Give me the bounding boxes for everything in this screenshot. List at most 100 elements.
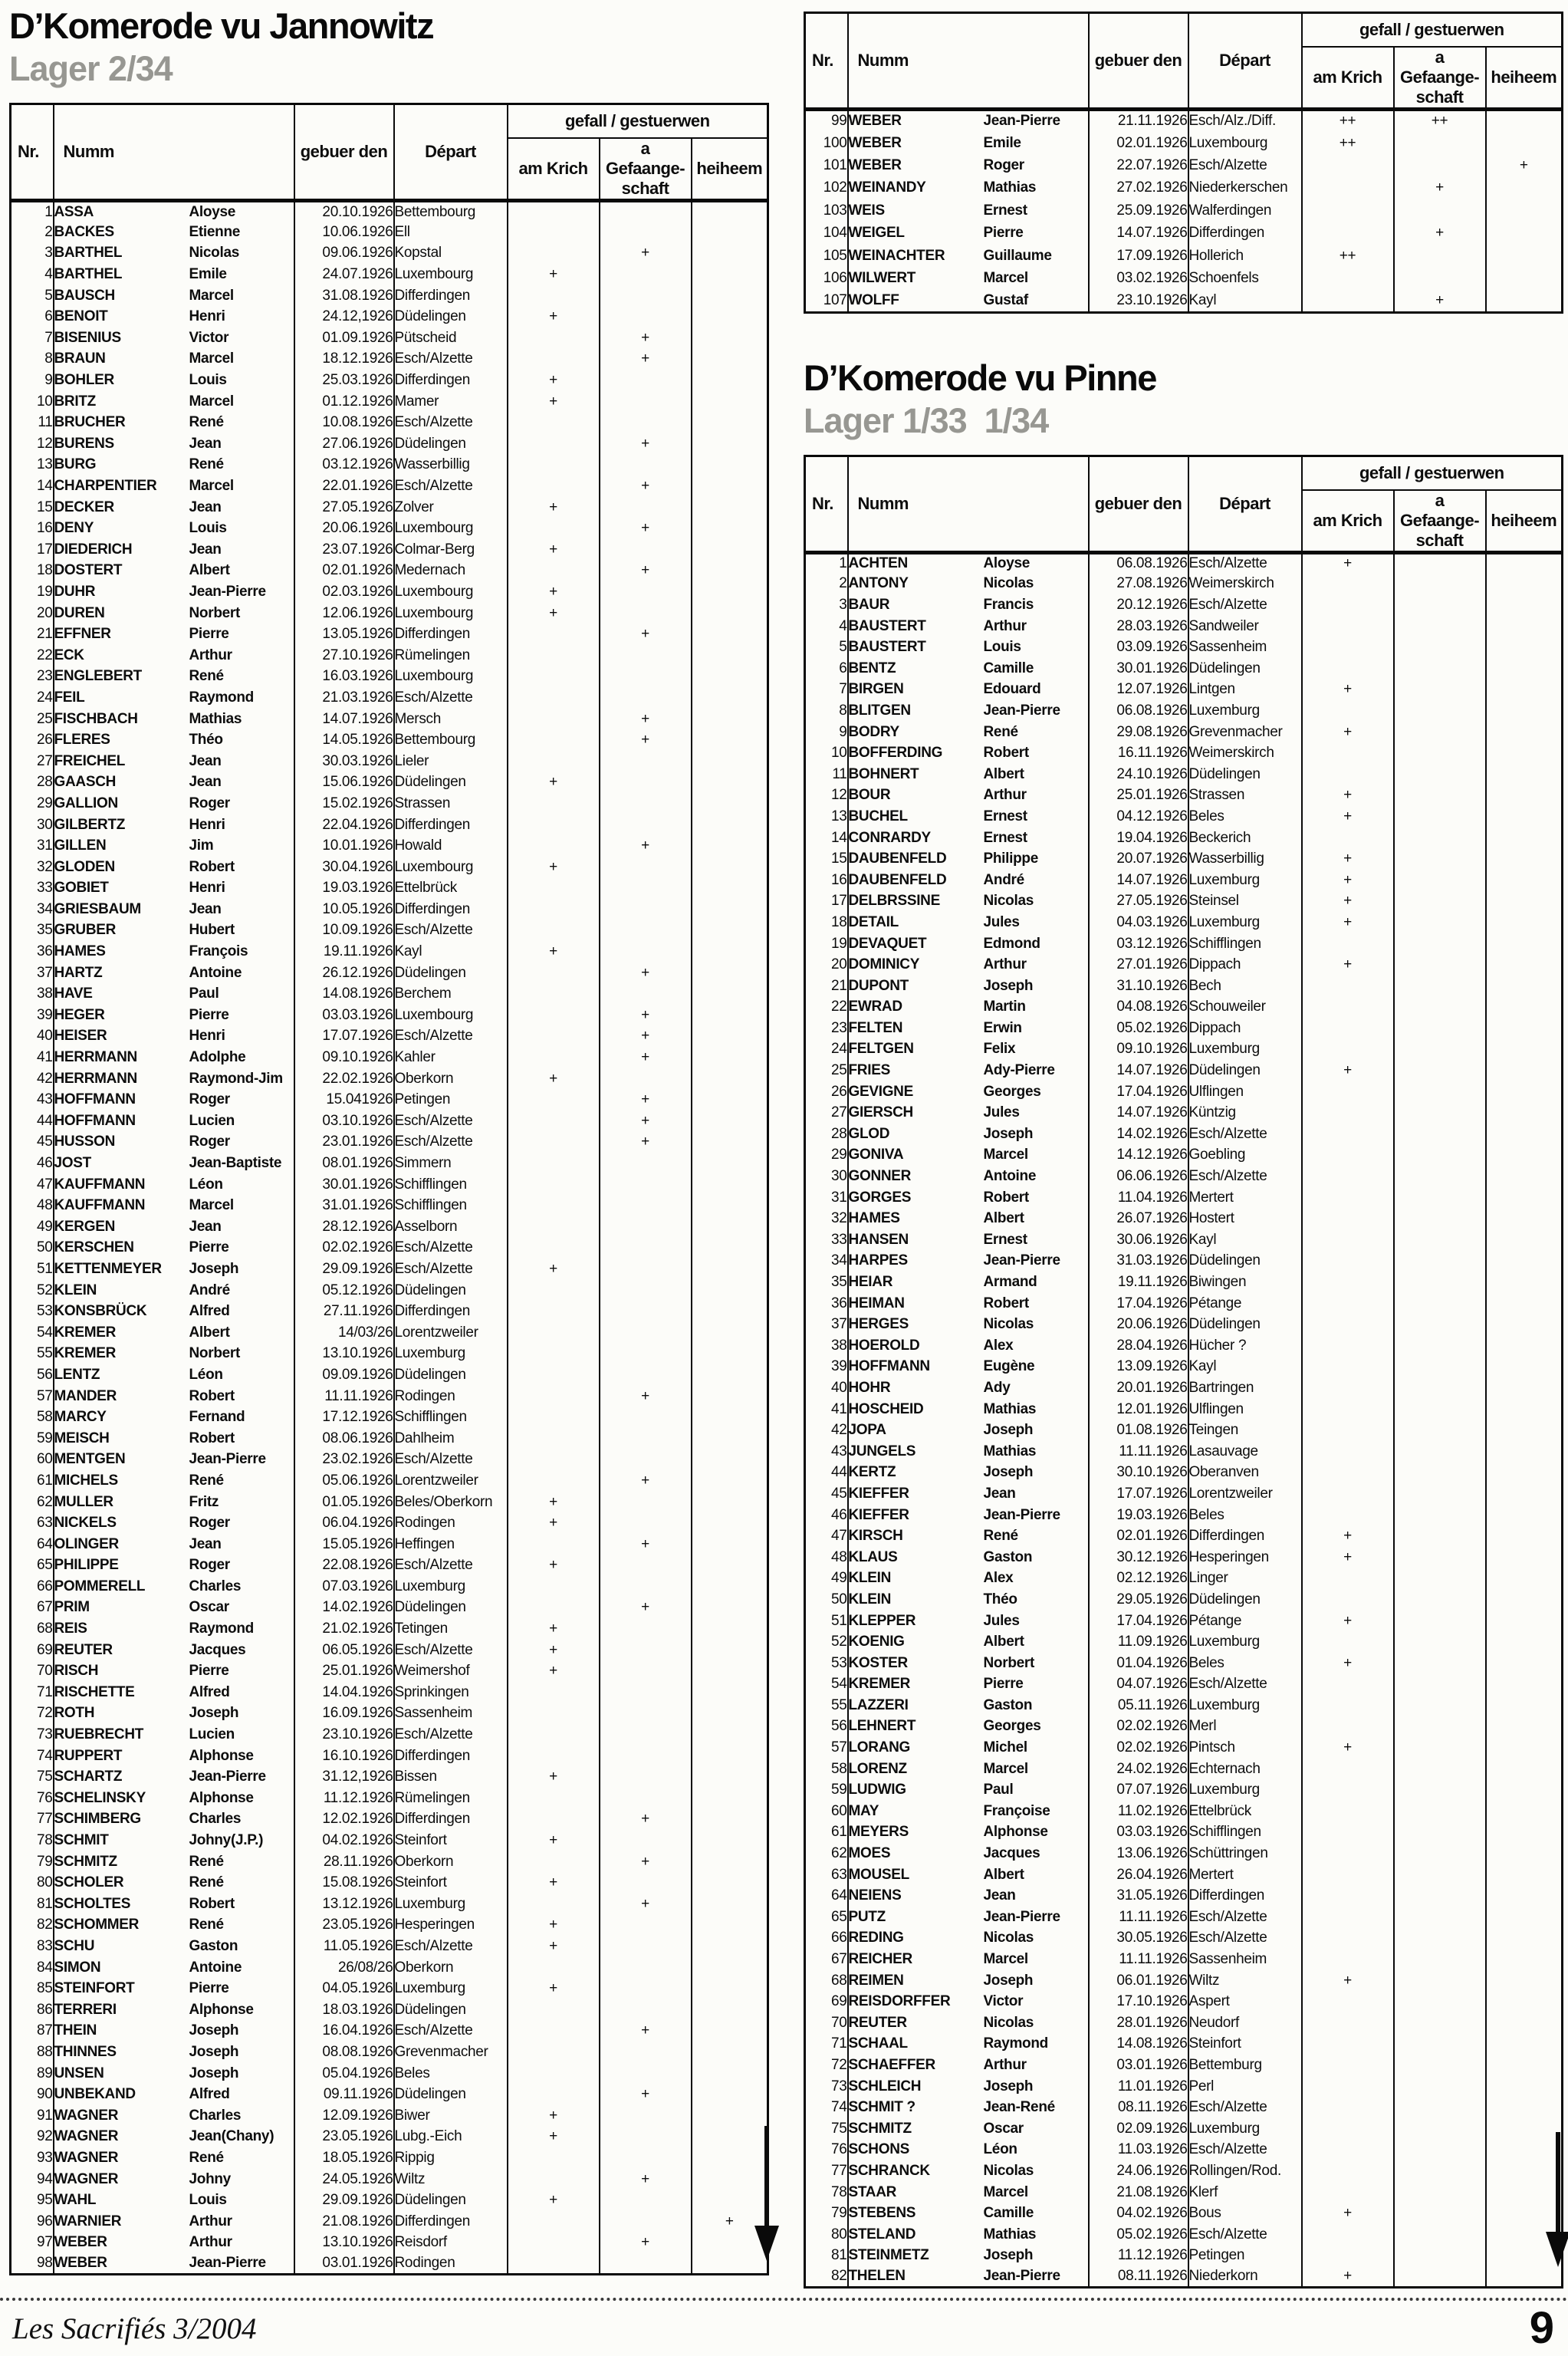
cell-firstname: Robert <box>983 1295 1030 1311</box>
cell-am-krich <box>1300 1186 1394 1209</box>
cell-heiheem <box>1484 848 1563 870</box>
cell-surname: ACHTEN <box>846 552 984 574</box>
cell-birthdate: 13.12.1926 <box>293 1894 394 1915</box>
cell-gefaangeschaft <box>598 581 692 603</box>
cell-nr: 29 <box>36 795 53 811</box>
cell-depart: Luxembourg <box>393 602 508 624</box>
cell-am-krich: + <box>1300 869 1394 891</box>
cell-surname: GRIESBAUM <box>52 899 189 920</box>
cell-gefaangeschaft <box>1392 1483 1486 1505</box>
cell-surname: NEIENS <box>846 1885 984 1907</box>
cell-gefaangeschaft <box>1392 1610 1486 1632</box>
cell-gefaangeschaft <box>1392 1758 1486 1780</box>
cell-gefaangeschaft <box>1392 2181 1486 2203</box>
cell-firstname: Jean <box>189 774 222 791</box>
table-row: 87 THEIN Joseph 16.04.1926 Esch/Alzette + <box>11 2020 768 2042</box>
cell-depart: Ettelbrück <box>393 877 508 900</box>
table-row: 46 KIEFFER Jean-Pierre 19.03.1926 Beles <box>805 1504 1563 1526</box>
cell-depart: Dahlheim <box>393 1427 508 1449</box>
cell-firstname: Robert <box>189 1387 235 1404</box>
cell-depart: Colmar-Berg <box>393 539 508 561</box>
cell-surname: SCHONS <box>846 2139 984 2161</box>
cell-heiheem <box>1484 1377 1563 1399</box>
cell-depart: Esch/Alzette <box>393 1131 508 1153</box>
table-row: 103 WEIS Ernest 25.09.1926 Walferdingen <box>805 199 1563 222</box>
cell-depart: Pütscheid <box>393 327 508 349</box>
cell-surname: KOENIG <box>846 1631 984 1653</box>
cell-firstname: Pierre <box>189 1663 229 1680</box>
cell-firstname: Georges <box>983 1718 1041 1735</box>
cell-gefaangeschaft <box>598 1216 692 1238</box>
table-row: 45 HUSSON Roger 23.01.1926 Esch/Alzette + <box>11 1131 768 1153</box>
cell-depart: Esch/Alzette <box>1187 1927 1302 1950</box>
cell-gefaangeschaft <box>1392 1081 1486 1103</box>
table-row: 28 GLOD Joseph 14.02.1926 Esch/Alzette <box>805 1124 1563 1145</box>
cell-surname: ROTH <box>52 1703 189 1725</box>
cell-surname: KOSTER <box>846 1652 984 1674</box>
cell-heiheem <box>690 1555 768 1577</box>
cell-surname: KAUFFMANN <box>52 1195 189 1216</box>
cell-firstname: Marcel <box>983 269 1029 286</box>
cell-depart: Weimershof <box>393 1660 508 1683</box>
cell-firstname: Ernest <box>983 829 1028 846</box>
table-row: 64 NEIENS Jean 31.05.1926 Differdingen <box>805 1885 1563 1907</box>
cell-surname: HEGER <box>52 1005 189 1026</box>
table-row: 72 SCHAEFFER Arthur 03.01.1926 Bettemburg <box>805 2055 1563 2076</box>
cell-firstname: Joseph <box>983 1464 1034 1481</box>
cell-surname: GIERSCH <box>846 1102 984 1124</box>
cell-gefaangeschaft: + <box>598 475 692 497</box>
cell-gefaangeschaft: + <box>598 242 692 265</box>
cell-surname: GOBIET <box>52 877 189 900</box>
cell-nr: 72 <box>36 1705 53 1722</box>
cell-gefaangeschaft <box>1392 1949 1486 1970</box>
cell-am-krich <box>506 433 600 455</box>
cell-nr: 69 <box>36 1641 53 1658</box>
cell-depart: Esch/Alzette <box>1187 552 1302 574</box>
cell-am-krich <box>1300 637 1394 658</box>
cell-am-krich <box>1300 2160 1394 2182</box>
cell-firstname: Norbert <box>189 1345 241 1362</box>
cell-surname: SCHOLTES <box>52 1894 189 1915</box>
cell-depart: Kahler <box>393 1047 508 1068</box>
table-row: 67 REICHER Marcel 11.11.1926 Sassenheim <box>805 1949 1563 1970</box>
cell-birthdate: 17.04.1926 <box>1087 1081 1188 1103</box>
cell-firstname: Pierre <box>189 1006 229 1023</box>
cell-am-krich <box>1300 2033 1394 2055</box>
cell-birthdate: 08.11.1926 <box>1087 2097 1188 2118</box>
cell-am-krich <box>1300 594 1394 616</box>
cell-am-krich: + <box>1300 679 1394 701</box>
cell-am-krich <box>506 1385 600 1407</box>
cell-nr: 79 <box>36 1853 53 1870</box>
cell-heiheem <box>1484 1208 1563 1230</box>
table-row: 91 WAGNER Charles 12.09.1926 Biwer + <box>11 2104 768 2127</box>
cell-heiheem <box>1484 1631 1563 1653</box>
cell-birthdate: 05.06.1926 <box>293 1470 394 1492</box>
table-row: 89 UNSEN Joseph 05.04.1926 Beles <box>11 2062 768 2085</box>
cell-firstname: Marcel <box>189 1197 235 1214</box>
cell-depart: Kopstal <box>393 242 508 265</box>
cell-depart: Esch/Alz./Diff. <box>1187 109 1302 132</box>
cell-nr: 52 <box>36 1282 53 1298</box>
cell-surname: DOMINICY <box>846 954 984 976</box>
cell-firstname: Jean-Pierre <box>189 1769 267 1785</box>
cell-nr: 3 <box>44 245 53 262</box>
cell-birthdate: 07.03.1926 <box>293 1576 394 1598</box>
cell-gefaangeschaft <box>1392 1292 1486 1315</box>
cell-gefaangeschaft <box>598 1491 692 1513</box>
cell-nr: 54 <box>36 1324 53 1341</box>
cell-am-krich <box>506 1407 600 1428</box>
cell-firstname: Aloyse <box>189 203 236 220</box>
cell-nr: 26 <box>830 1083 847 1100</box>
cell-birthdate: 11.12.1926 <box>293 1788 394 1809</box>
cell-depart: Luxembourg <box>393 856 508 878</box>
table-row: 49 KLEIN Alex 02.12.1926 Linger <box>805 1568 1563 1590</box>
cell-surname: GILLEN <box>52 835 189 857</box>
cell-heiheem <box>1484 827 1563 849</box>
cell-surname: WEIS <box>846 199 984 222</box>
cell-nr: 93 <box>36 2149 53 2166</box>
cell-gefaangeschaft <box>1392 2033 1486 2055</box>
cell-nr: 46 <box>36 1155 53 1172</box>
cell-am-krich: + <box>1300 2203 1394 2224</box>
cell-am-krich <box>506 2147 600 2169</box>
table-row: 32 GLODEN Robert 30.04.1926 Luxembourg + <box>11 856 768 878</box>
